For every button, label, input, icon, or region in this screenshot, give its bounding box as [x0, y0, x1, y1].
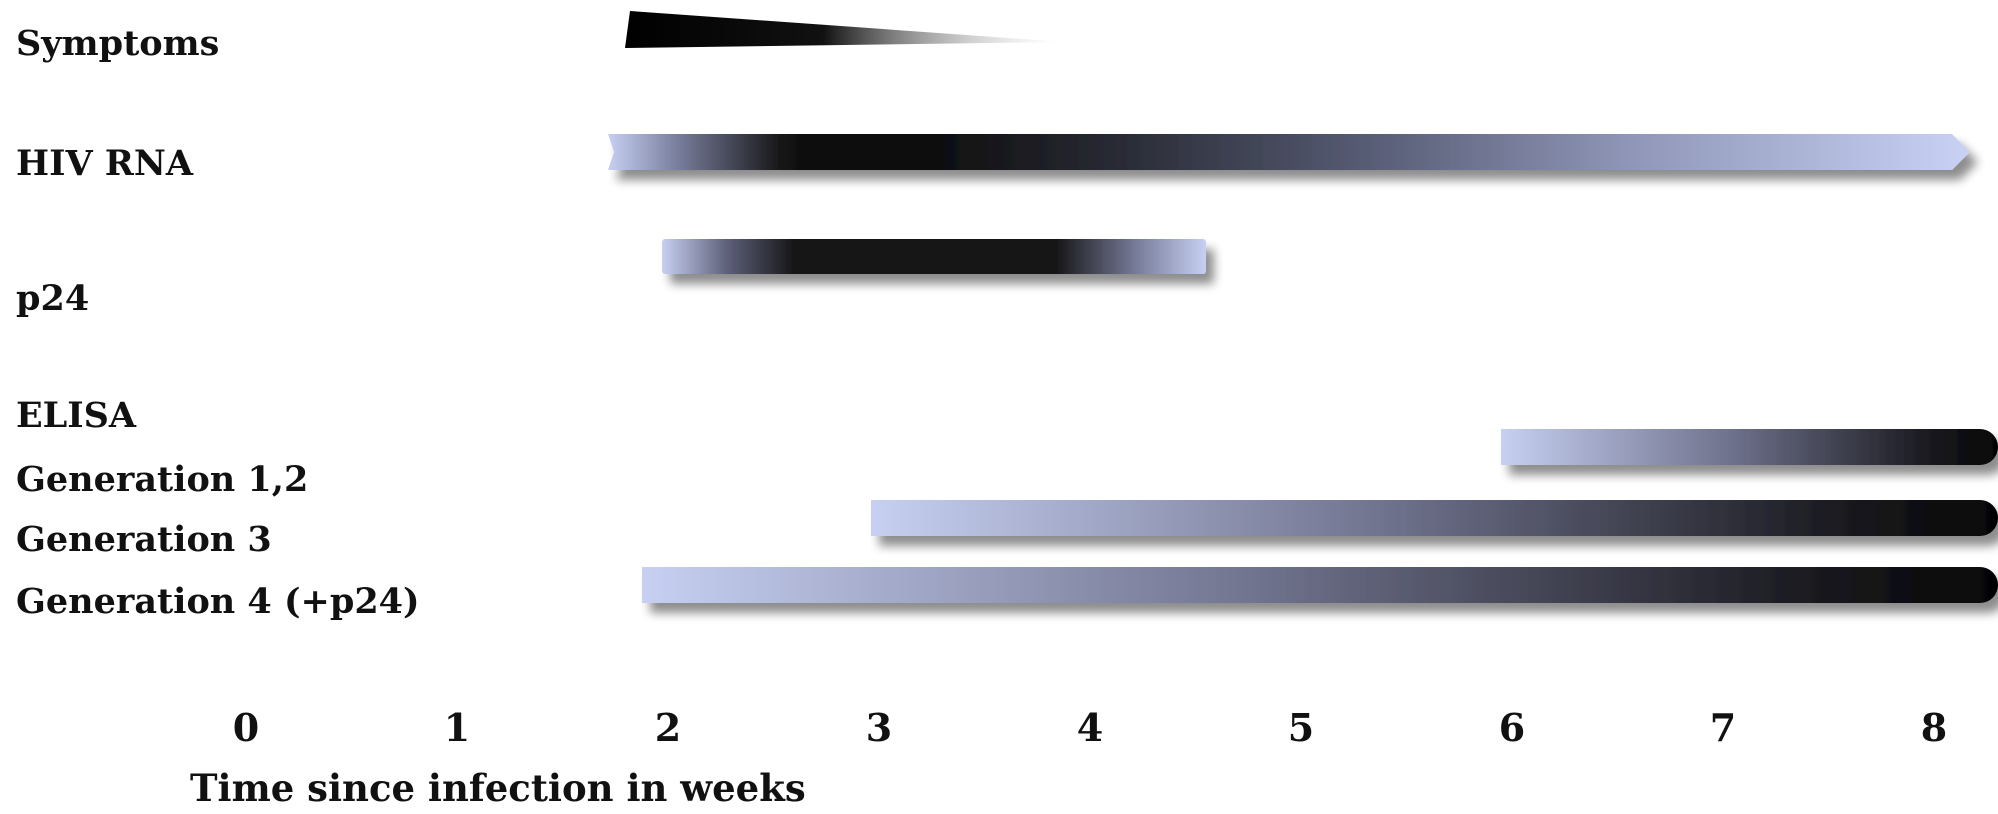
tick-label-1: 1 [443, 705, 471, 750]
row-label-p24: p24 [16, 278, 90, 319]
symptoms-wedge [625, 11, 1065, 48]
tick-label-8: 8 [1920, 705, 1948, 750]
tick-label-7: 7 [1709, 705, 1737, 750]
row-label-hiv-rna: HIV RNA [16, 143, 194, 184]
tick-label-3: 3 [865, 705, 893, 750]
row-label-generation-1-2: Generation 1,2 [16, 459, 309, 500]
p24-bar [662, 239, 1206, 274]
x-axis-title: Time since infection in weeks [190, 766, 806, 810]
row-label-generation-4: Generation 4 (+p24) [16, 581, 420, 622]
tick-label-4: 4 [1076, 705, 1104, 750]
tick-label-6: 6 [1498, 705, 1526, 750]
hiv-rna-bar [608, 134, 1970, 170]
row-label-symptoms: Symptoms [16, 23, 220, 64]
generation-1-2-bar [1501, 429, 1998, 465]
row-label-elisa: ELISA [16, 395, 137, 436]
x-axis-ticks: 0 1 2 3 4 5 6 7 8 [0, 705, 1998, 755]
generation-3-bar [871, 500, 1998, 536]
tick-label-2: 2 [654, 705, 682, 750]
row-label-generation-3: Generation 3 [16, 519, 272, 560]
tick-label-5: 5 [1287, 705, 1315, 750]
generation-4-bar [642, 567, 1998, 603]
tick-label-0: 0 [232, 705, 260, 750]
